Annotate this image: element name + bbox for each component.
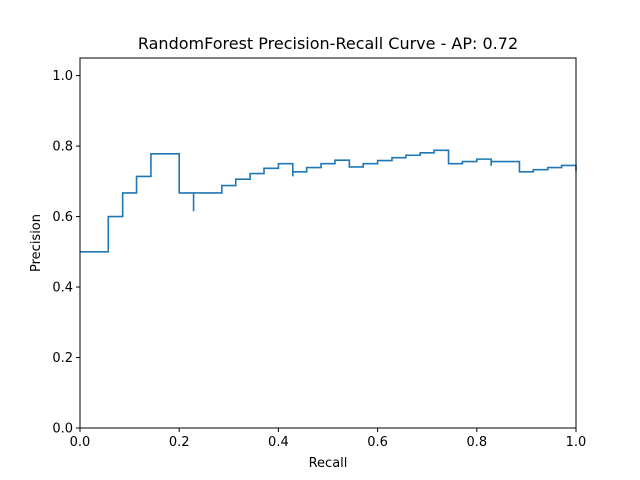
x-tick-label: 0.4 bbox=[268, 435, 289, 450]
x-tick-label: 1.0 bbox=[566, 435, 587, 450]
y-tick-label: 0.0 bbox=[52, 422, 73, 437]
y-tick-label: 0.6 bbox=[52, 210, 73, 225]
y-axis-label: Precision bbox=[29, 214, 44, 272]
x-tick-label: 0.2 bbox=[169, 435, 190, 450]
chart-title: RandomForest Precision-Recall Curve - AP… bbox=[138, 34, 518, 53]
pr-curve-line bbox=[80, 149, 577, 253]
y-tick-label: 0.4 bbox=[52, 281, 73, 296]
x-axis: 0.0 0.2 0.4 0.6 0.8 1.0 bbox=[70, 428, 587, 450]
x-axis-label: Recall bbox=[309, 456, 348, 471]
y-tick-label: 0.8 bbox=[52, 140, 73, 155]
x-tick-label: 0.6 bbox=[367, 435, 388, 450]
y-tick-label: 0.2 bbox=[52, 351, 73, 366]
x-tick-label: 0.0 bbox=[70, 435, 91, 450]
y-axis: 0.0 0.2 0.4 0.6 0.8 1.0 bbox=[52, 69, 80, 437]
x-tick-label: 0.8 bbox=[466, 435, 487, 450]
plot-area bbox=[80, 149, 577, 253]
plot-frame bbox=[79, 57, 577, 429]
y-tick-label: 1.0 bbox=[52, 69, 73, 84]
